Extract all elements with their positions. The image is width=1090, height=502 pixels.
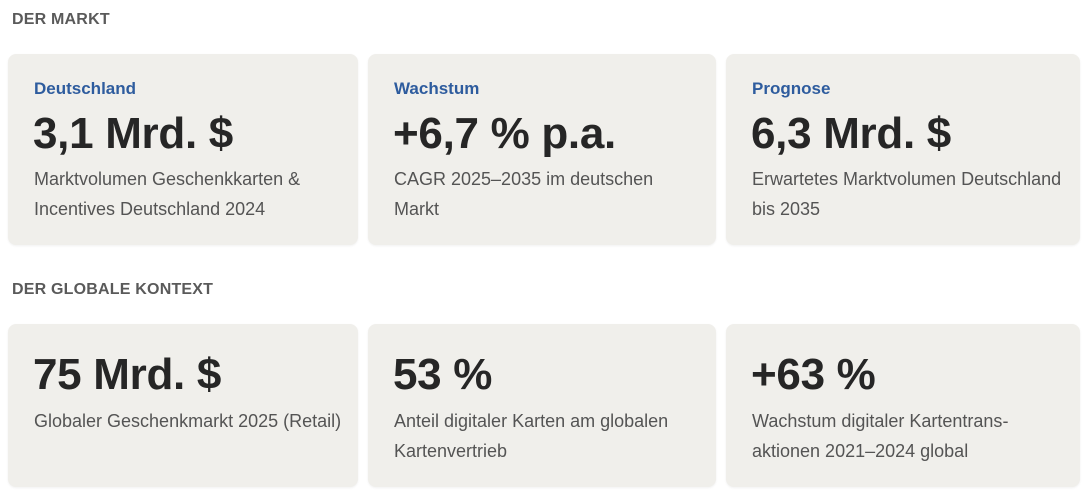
stat-label: Prognose	[752, 79, 831, 98]
stat-value: +6,7 % p.a.	[393, 109, 616, 158]
stat-description: Erwartetes Marktvolumen Deutschland bis …	[752, 169, 1062, 219]
stat-description: Anteil digitaler Karten am globalen Kart…	[394, 411, 669, 461]
stat-value: 53 %	[393, 350, 493, 399]
stat-description: Globaler Geschenkmarkt 2025 (Retail)	[34, 411, 342, 431]
section-heading-global: DER GLOBALE KONTEXT	[12, 281, 214, 298]
stat-value: 3,1 Mrd. $	[33, 109, 233, 158]
stat-value: 6,3 Mrd. $	[751, 109, 951, 158]
stat-card-digital-share: 53 % Anteil digitaler Karten am globalen…	[368, 324, 716, 487]
stat-card-global-market: 75 Mrd. $ Globaler Geschenkmarkt 2025 (R…	[8, 324, 358, 487]
stat-label: Deutschland	[34, 79, 137, 98]
stat-description: Wachstum digitaler Kartentrans­aktionen …	[752, 411, 1009, 461]
stat-value: +63 %	[751, 350, 876, 399]
stat-card-growth: Wachstum +6,7 % p.a. CAGR 2025–2035 im d…	[368, 54, 716, 245]
stat-label: Wachstum	[394, 79, 480, 98]
global-stats-grid: 75 Mrd. $ Globaler Geschenkmarkt 2025 (R…	[8, 324, 1080, 487]
stat-description: Marktvolumen Geschenkkarten & Incentives…	[34, 169, 301, 219]
stat-card-forecast: Prognose 6,3 Mrd. $ Erwartetes Marktvolu…	[726, 54, 1080, 245]
stat-card-germany: Deutschland 3,1 Mrd. $ Marktvolumen Gesc…	[8, 54, 358, 245]
stat-card-digital-growth: +63 % Wachstum digitaler Kartentrans­akt…	[726, 324, 1080, 487]
market-stats-grid: Deutschland 3,1 Mrd. $ Marktvolumen Gesc…	[8, 54, 1080, 245]
stat-description: CAGR 2025–2035 im deutschen Markt	[394, 169, 654, 219]
stat-value: 75 Mrd. $	[33, 350, 222, 399]
section-heading-market: DER MARKT	[12, 11, 110, 28]
